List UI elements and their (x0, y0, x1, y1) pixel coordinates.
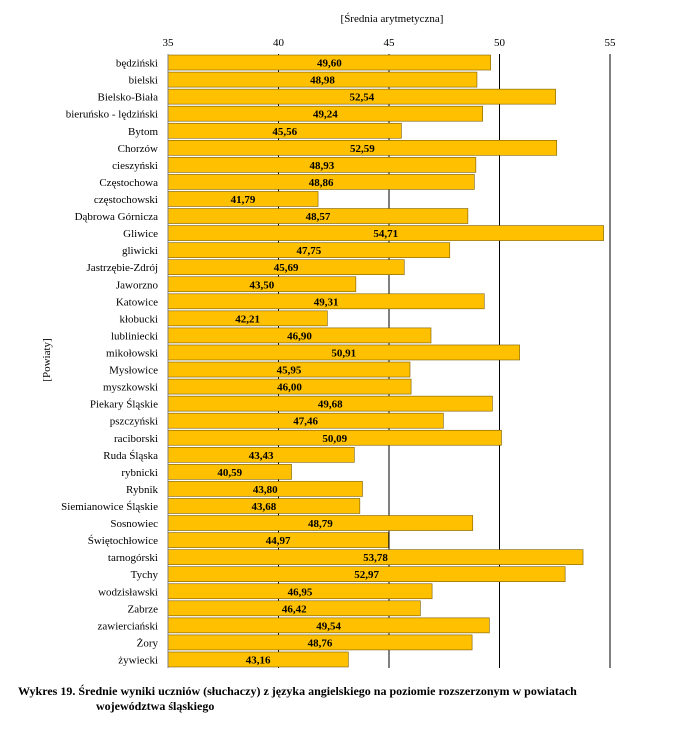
category-label: Bielsko-Biała (98, 92, 159, 104)
value-label: 46,00 (277, 382, 302, 394)
value-label: 48,86 (309, 177, 334, 189)
value-label: 50,91 (331, 347, 356, 359)
category-label: Sosnowiec (110, 518, 158, 530)
value-label: 45,56 (272, 126, 297, 138)
category-label: Tychy (131, 569, 159, 581)
value-label: 53,78 (363, 552, 388, 564)
value-label: 52,54 (349, 92, 374, 104)
grid-lines (278, 54, 611, 668)
category-label: bielski (129, 75, 158, 87)
category-label: częstochowski (94, 194, 158, 206)
category-label: myszkowski (103, 382, 158, 394)
value-label: 49,54 (316, 620, 341, 632)
category-label: Częstochowa (99, 177, 158, 189)
value-label: 43,50 (250, 279, 275, 291)
category-label: zawierciański (98, 620, 158, 632)
bars (167, 54, 604, 668)
value-label: 48,57 (306, 211, 331, 223)
value-label: 48,76 (308, 637, 333, 649)
category-label: będziński (116, 58, 158, 70)
category-label: Zabrze (127, 603, 158, 615)
caption-line-1: Wykres 19. Średnie wyniki uczniów (słuch… (18, 684, 577, 698)
category-label: wodzisławski (98, 586, 158, 598)
category-label: Dąbrowa Górnicza (75, 211, 158, 223)
value-label: 48,98 (310, 75, 335, 87)
value-label: 48,79 (308, 518, 333, 530)
y-axis-title: [Powiaty] (41, 338, 53, 381)
value-label: 40,59 (217, 467, 242, 479)
value-label: 49,60 (317, 58, 342, 70)
value-label: 47,75 (297, 245, 322, 257)
category-label: raciborski (114, 433, 158, 445)
x-axis-title: [Średnia arytmetyczna] (341, 13, 444, 25)
bar-chart: [Średnia arytmetyczna] [Powiaty] 35 40 45 5… (41, 13, 617, 668)
figure-caption: Wykres 19. Średnie wyniki uczniów (słuch… (18, 684, 668, 714)
category-label: Ruda Śląska (103, 450, 158, 462)
value-label: 44,97 (266, 535, 291, 547)
category-label: bieruńsko - lędziński (66, 109, 158, 121)
value-label: 43,43 (249, 450, 274, 462)
value-label: 45,69 (274, 262, 299, 274)
x-tick-label: 55 (605, 37, 617, 49)
value-label: 45,95 (277, 365, 302, 377)
category-label: rybnicki (121, 467, 158, 479)
value-label: 43,68 (252, 501, 277, 513)
value-label: 46,95 (288, 586, 313, 598)
value-label: 42,21 (235, 313, 260, 325)
x-tick-label: 40 (273, 37, 285, 49)
value-label: 49,68 (318, 399, 343, 411)
value-label: 54,71 (373, 228, 398, 240)
value-label: 52,97 (354, 569, 379, 581)
value-label: 41,79 (231, 194, 256, 206)
value-label: 46,42 (282, 603, 307, 615)
category-label: Jaworzno (116, 279, 159, 291)
value-label: 49,31 (314, 296, 339, 308)
value-labels: 49,60 48,98 52,54 49,24 45,56 52,59 48,93 48,86… (217, 58, 398, 667)
category-label: Gliwice (123, 228, 158, 240)
value-label: 47,46 (293, 416, 318, 428)
caption-line-2: województwa śląskiego (96, 699, 215, 713)
category-label: gliwicki (122, 245, 158, 257)
category-label: cieszyński (112, 160, 158, 172)
value-label: 43,80 (253, 484, 278, 496)
value-label: 49,24 (313, 109, 338, 121)
category-label: Mysłowice (109, 365, 158, 377)
value-label: 52,59 (350, 143, 375, 155)
category-label: mikołowski (106, 347, 158, 359)
value-label: 46,90 (287, 330, 312, 342)
category-label: żywiecki (118, 654, 158, 666)
category-label: pszczyński (110, 416, 158, 428)
value-label: 43,16 (246, 654, 271, 666)
category-label: Jastrzębie-Zdrój (87, 262, 158, 274)
category-label: Piekary Śląskie (90, 399, 158, 411)
category-label: tarnogórski (108, 552, 158, 564)
category-label: Siemianowice Śląskie (61, 501, 158, 513)
value-label: 50,09 (322, 433, 347, 445)
category-label: Bytom (128, 126, 158, 138)
x-tick-label: 45 (384, 37, 396, 49)
category-label: Żory (137, 637, 159, 649)
category-label: Rybnik (126, 484, 158, 496)
category-label: Chorzów (118, 143, 158, 155)
category-label: lubliniecki (111, 330, 158, 342)
category-labels: będziński bielski Bielsko-Biała bieruńsko -… (61, 58, 158, 667)
x-tick-label: 50 (494, 37, 506, 49)
x-tick-label: 35 (163, 37, 175, 49)
x-tick-labels: 35 40 45 50 55 (163, 37, 617, 49)
category-label: kłobucki (120, 313, 159, 325)
value-label: 48,93 (310, 160, 335, 172)
category-label: Świętochłowice (88, 535, 158, 547)
category-label: Katowice (116, 296, 158, 308)
